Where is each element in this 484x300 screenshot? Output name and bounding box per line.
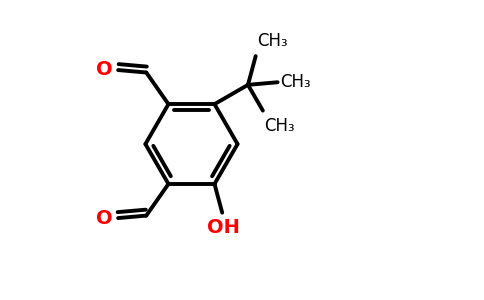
Text: CH₃: CH₃ [280,73,311,91]
Text: O: O [96,60,113,79]
Text: CH₃: CH₃ [264,117,295,135]
Text: CH₃: CH₃ [257,32,288,50]
Text: O: O [96,209,113,228]
Text: OH: OH [207,218,240,237]
